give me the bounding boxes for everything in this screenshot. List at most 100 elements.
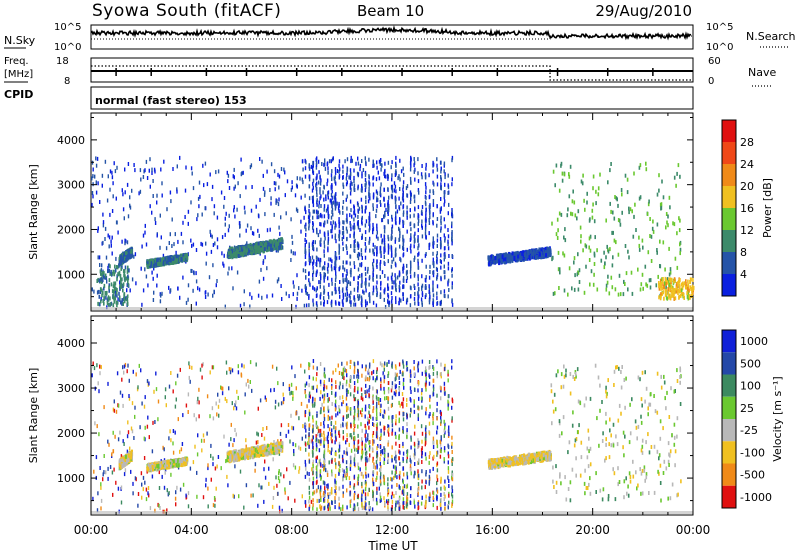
range-cell: [157, 502, 159, 507]
range-cell: [417, 228, 419, 233]
range-cell: [674, 290, 676, 295]
range-cell: [380, 281, 382, 286]
range-cell: [278, 197, 280, 202]
range-cell: [121, 298, 123, 303]
range-cell: [330, 200, 332, 205]
range-cell: [239, 469, 242, 474]
range-cell: [232, 286, 234, 291]
range-cell: [488, 262, 491, 267]
range-cell: [395, 155, 397, 160]
range-cell: [591, 208, 594, 213]
range-cell: [100, 277, 102, 282]
range-cell: [402, 265, 405, 270]
range-cell: [258, 247, 261, 252]
range-cell: [291, 425, 293, 430]
range-cell: [511, 251, 514, 256]
range-cell: [380, 158, 382, 162]
range-cell: [169, 190, 172, 195]
range-cell: [97, 228, 99, 233]
range-cell: [374, 245, 376, 250]
range-cell: [399, 231, 401, 236]
range-cell: [375, 214, 377, 219]
range-cell: [359, 262, 361, 267]
range-cell: [375, 285, 378, 290]
range-cell: [147, 486, 150, 490]
range-cell: [216, 279, 218, 283]
range-cell: [436, 217, 439, 221]
range-cell: [557, 250, 560, 255]
range-cell: [621, 192, 623, 197]
range-cell: [226, 170, 228, 175]
range-cell: [632, 234, 635, 239]
range-cell: [421, 205, 424, 209]
range-cell: [163, 485, 166, 490]
range-cell: [364, 223, 367, 228]
range-cell: [663, 296, 665, 301]
range-cell: [212, 263, 214, 268]
range-cell: [357, 285, 359, 290]
range-cell: [440, 221, 442, 226]
range-cell: [432, 162, 435, 167]
range-cell: [142, 475, 145, 480]
range-cell: [152, 298, 155, 302]
range-cell: [394, 220, 397, 225]
range-cell: [115, 286, 117, 291]
range-cell: [124, 274, 126, 279]
range-cell: [224, 216, 226, 221]
range-cell: [349, 168, 352, 173]
range-cell: [679, 242, 681, 247]
range-cell: [369, 248, 371, 253]
range-cell: [296, 291, 299, 296]
range-cell: [372, 273, 374, 278]
range-cell: [689, 285, 692, 290]
range-cell: [433, 262, 435, 267]
range-cell: [163, 159, 165, 164]
range-cell: [332, 200, 335, 205]
range-cell: [421, 293, 424, 297]
range-cell: [312, 215, 314, 220]
range-cell: [159, 245, 161, 250]
range-cell: [428, 300, 431, 305]
range-cell: [331, 277, 333, 282]
range-cell: [349, 199, 352, 204]
range-cell: [339, 294, 341, 299]
range-cell: [349, 299, 351, 304]
range-cell: [223, 263, 225, 268]
range-cell: [245, 246, 248, 251]
range-cell: [368, 296, 371, 301]
range-cell: [346, 282, 348, 287]
range-cell: [249, 165, 252, 170]
range-cell: [291, 185, 293, 190]
range-cell: [385, 207, 387, 212]
range-cell: [451, 158, 453, 163]
range-cell: [325, 468, 327, 473]
range-cell: [311, 188, 314, 193]
range-cell: [221, 251, 223, 256]
range-cell: [149, 157, 151, 162]
range-cell: [195, 248, 198, 252]
range-cell: [211, 197, 213, 202]
range-cell: [375, 303, 378, 308]
range-cell: [123, 442, 125, 446]
range-cell: [603, 265, 606, 270]
range-cell: [367, 433, 369, 438]
range-cell: [357, 202, 359, 207]
range-cell: [504, 253, 507, 258]
range-cell: [182, 220, 184, 225]
range-cell: [421, 258, 423, 263]
range-cell: [154, 420, 156, 424]
range-cell: [304, 250, 306, 255]
range-cell: [605, 218, 607, 223]
range-cell: [372, 222, 374, 227]
range-cell: [308, 261, 311, 266]
range-cell: [447, 173, 449, 178]
range-cell: [647, 250, 650, 255]
range-cell: [402, 269, 404, 274]
range-cell: [337, 411, 339, 416]
range-cell: [122, 192, 124, 197]
range-cell: [391, 214, 393, 219]
range-cell: [673, 288, 676, 293]
range-cell: [239, 233, 241, 238]
range-cell: [294, 498, 296, 503]
range-cell: [184, 215, 186, 219]
